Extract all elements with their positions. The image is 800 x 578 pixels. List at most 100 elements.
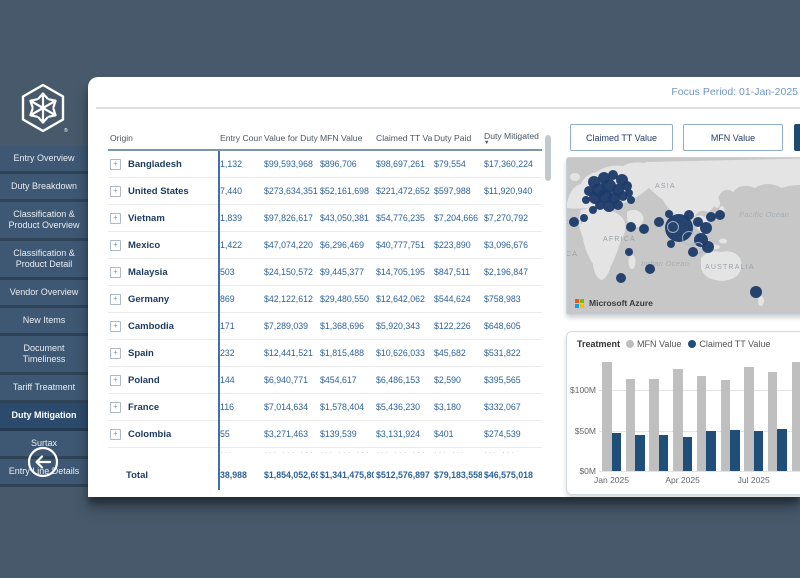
map-data-bubble[interactable]: [626, 222, 636, 232]
expand-plus-icon[interactable]: +: [110, 239, 121, 251]
map-data-bubble[interactable]: [645, 264, 655, 274]
expand-plus-icon[interactable]: +: [110, 266, 121, 278]
bar-claimed-tt-value-jun-2025[interactable]: [730, 429, 740, 471]
map-data-bubble[interactable]: [702, 241, 714, 253]
world-map[interactable]: ASIA AFRICA AUSTRALIA Pacific Ocean Indian O…: [566, 157, 800, 315]
bar-claimed-tt-value-apr-2025[interactable]: [682, 436, 693, 471]
map-data-bubble[interactable]: [569, 217, 579, 227]
bar-mfn-value-may-2025[interactable]: [696, 376, 707, 471]
bar-mfn-value-jan-2025[interactable]: [602, 362, 612, 471]
map-data-bubble[interactable]: [715, 210, 725, 220]
sidebar-item-duty-mitigation[interactable]: Duty Mitigation: [0, 403, 88, 431]
map-data-bubble[interactable]: [625, 189, 633, 197]
map-data-bubble[interactable]: [584, 186, 594, 196]
sidebar-item-surtax[interactable]: Surtax: [0, 431, 88, 459]
expand-plus-icon[interactable]: +: [110, 347, 121, 359]
claimed-tt-value-button[interactable]: Claimed TT Value: [570, 124, 673, 151]
table-row-bangladesh[interactable]: + Bangladesh 1,132 $99,593,968 $896,706 $98,6…: [108, 151, 542, 178]
expand-plus-icon[interactable]: +: [110, 293, 121, 305]
map-data-bubble[interactable]: [639, 224, 649, 234]
bar-mfn-value-mar-2025[interactable]: [649, 378, 659, 471]
value-cell: $531,822: [484, 348, 521, 358]
map-data-bubble[interactable]: [750, 286, 762, 298]
bar-mfn-value-jul-2025[interactable]: [744, 366, 754, 471]
table-row-cambodia[interactable]: + Cambodia 171 $7,289,039 $1,368,696 $5,920,3…: [108, 313, 542, 340]
map-data-bubble[interactable]: [603, 200, 615, 212]
map-data-bubble[interactable]: [627, 196, 635, 204]
treatment-bar-chart[interactable]: Treatment MFN Value Claimed TT Value $0M $…: [566, 331, 800, 495]
map-data-bubble[interactable]: [589, 206, 597, 214]
sidebar-item-classification-product-overview[interactable]: Classification & Product Overview: [0, 202, 88, 241]
column-header-duty-mitigated[interactable]: Duty Mitigated ▼: [482, 129, 542, 145]
map-data-bubble[interactable]: [613, 200, 623, 210]
map-data-bubble[interactable]: [625, 248, 633, 256]
sidebar-item-new-items[interactable]: New Items: [0, 308, 88, 336]
sidebar-item-tariff-treatment[interactable]: Tariff Treatment: [0, 375, 88, 403]
map-data-bubble[interactable]: [582, 196, 590, 204]
company-logo-icon: ®: [18, 82, 68, 134]
sidebar-item-entry-overview[interactable]: Entry Overview: [0, 146, 88, 174]
map-data-bubble[interactable]: [684, 210, 694, 220]
bar-claimed-tt-value-feb-2025[interactable]: [635, 435, 645, 471]
bar-mfn-value-apr-2025[interactable]: [673, 368, 683, 471]
expand-plus-icon[interactable]: +: [110, 185, 121, 197]
value-cell: $7,014,634: [264, 402, 309, 412]
table-row-malaysia[interactable]: + Malaysia 503 $24,150,572 $9,445,377 $14,705…: [108, 259, 542, 286]
sidebar-item-document-timeliness[interactable]: Document Timeliness: [0, 336, 88, 375]
table-scrollbar[interactable]: [545, 135, 551, 181]
bar-claimed-tt-value-may-2025[interactable]: [706, 431, 716, 471]
column-header-entry-count[interactable]: Entry Count: [220, 133, 262, 143]
map-data-bubble[interactable]: [688, 247, 698, 257]
expand-plus-icon[interactable]: +: [110, 374, 121, 386]
sidebar-item-classification-product-detail[interactable]: Classification & Product Detail: [0, 241, 88, 280]
map-data-bubble[interactable]: [622, 181, 632, 191]
bar-mfn-value-sep-2025[interactable]: [791, 361, 800, 471]
expand-plus-icon[interactable]: +: [110, 401, 121, 413]
value-cell: $17,360,224: [484, 159, 533, 169]
expand-plus-icon[interactable]: +: [110, 320, 121, 332]
bar-claimed-tt-value-jan-2025[interactable]: [611, 432, 621, 471]
bar-claimed-tt-value-jul-2025[interactable]: [753, 430, 764, 471]
bar-mfn-value-feb-2025[interactable]: [625, 378, 636, 471]
bar-mfn-value-aug-2025[interactable]: [767, 372, 778, 471]
column-header-mfn-value[interactable]: MFN Value: [320, 133, 363, 143]
expand-plus-icon[interactable]: +: [110, 158, 121, 170]
table-row-united-states[interactable]: + United States 7,440 $273,634,351 $52,161,6…: [108, 178, 542, 205]
map-data-bubble[interactable]: [665, 210, 673, 218]
map-bubble-ring[interactable]: [667, 221, 679, 233]
table-row-france[interactable]: + France 116 $7,014,634 $1,578,404 $5,436,230…: [108, 394, 542, 421]
map-data-bubble[interactable]: [618, 191, 628, 201]
table-row-colombia[interactable]: + Colombia 55 $3,271,463 $139,539 $3,131,924 $…: [108, 421, 542, 448]
bar-claimed-tt-value-aug-2025[interactable]: [777, 428, 787, 471]
sidebar-item-vendor-overview[interactable]: Vendor Overview: [0, 280, 88, 308]
map-data-bubble[interactable]: [616, 273, 626, 283]
sidebar-item-entry-line-details[interactable]: Entry Line Details: [0, 459, 88, 487]
table-row-poland[interactable]: + Poland 144 $6,940,771 $454,617 $6,486,153 $2…: [108, 367, 542, 394]
expand-plus-icon[interactable]: +: [110, 428, 121, 440]
bar-claimed-tt-value-mar-2025[interactable]: [658, 434, 669, 471]
column-header-duty-paid[interactable]: Duty Paid: [434, 133, 472, 143]
map-data-bubble[interactable]: [595, 200, 605, 210]
table-row-vietnam[interactable]: + Vietnam 1,839 $97,826,617 $43,050,381 $54,7…: [108, 205, 542, 232]
map-data-bubble[interactable]: [654, 217, 664, 227]
sidebar-item-duty-breakdown[interactable]: Duty Breakdown: [0, 174, 88, 202]
legend-item-mfn-value[interactable]: MFN Value: [626, 339, 681, 349]
map-data-bubble[interactable]: [700, 222, 712, 234]
duty-dark-button[interactable]: D: [794, 124, 800, 151]
table-row-germany[interactable]: + Germany 869 $42,122,612 $29,480,550 $12,642…: [108, 286, 542, 313]
back-arrow-button[interactable]: [26, 445, 60, 479]
map-data-bubble[interactable]: [580, 214, 588, 222]
legend-item-claimed-tt-value[interactable]: Claimed TT Value: [688, 339, 770, 349]
column-header-claimed-tt-value[interactable]: Claimed TT Value: [376, 133, 432, 143]
column-header-value-for-duty[interactable]: Value for Duty: [264, 133, 318, 143]
bar-mfn-value-jun-2025[interactable]: [720, 380, 730, 471]
map-data-bubble[interactable]: [706, 212, 716, 222]
expand-plus-icon[interactable]: +: [110, 212, 121, 224]
table-row-spain[interactable]: + Spain 232 $12,441,521 $1,815,488 $10,626,03…: [108, 340, 542, 367]
table-row-mexico[interactable]: + Mexico 1,422 $47,074,220 $6,296,469 $40,777…: [108, 232, 542, 259]
map-data-bubble[interactable]: [608, 170, 618, 180]
column-header-origin[interactable]: Origin: [110, 133, 133, 143]
mfn-value-button[interactable]: MFN Value: [683, 124, 783, 151]
map-data-bubble[interactable]: [693, 217, 703, 227]
map-data-bubble[interactable]: [667, 240, 675, 248]
